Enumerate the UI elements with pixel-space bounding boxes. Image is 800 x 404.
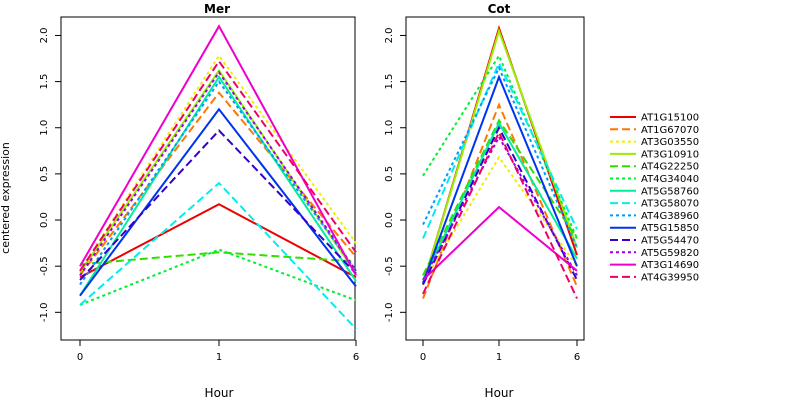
x-tick-label: 0 (420, 352, 426, 363)
legend-item: AT5G15850 (610, 223, 699, 234)
y-axis-label: centered expression (0, 142, 12, 254)
legend-item: AT3G58070 (610, 199, 699, 210)
legend-item: AT1G67070 (610, 125, 699, 136)
legend-item: AT5G54470 (610, 236, 699, 247)
y-tick-label: 0.5 (39, 166, 50, 182)
panel-mer: Mer Hour 0 1 6 -1.0 -0.5 0.0 0.5 1.0 1.5 2.0 (39, 2, 359, 400)
y-tick-label: -0.5 (39, 256, 50, 276)
x-axis-label: Hour (205, 386, 234, 400)
series-line-at5g58760 (422, 120, 578, 281)
y-tick-label: 2.0 (39, 28, 50, 44)
y-tick-label: 1.0 (384, 120, 395, 136)
series-line-at5g59820 (79, 70, 357, 276)
legend-label: AT4G39950 (641, 272, 699, 283)
legend-item: AT1G15100 (610, 113, 699, 124)
series-line-at5g54470 (79, 129, 357, 281)
y-tick-label: -0.5 (384, 256, 395, 276)
legend-item: AT4G38960 (610, 211, 699, 222)
legend-label: AT4G34040 (641, 174, 699, 185)
panel-title: Cot (488, 2, 511, 16)
legend-label: AT3G58070 (641, 199, 699, 210)
legend-label: AT1G67070 (641, 125, 699, 136)
panel-title: Mer (204, 2, 230, 16)
series-line-at4g34040 (79, 248, 357, 306)
legend-label: AT5G54470 (641, 236, 699, 247)
y-tick-label: 1.5 (39, 74, 50, 90)
series-line-at3g58070 (79, 181, 357, 330)
y-tick-label: -1.0 (384, 303, 395, 323)
legend-label: AT1G15100 (641, 113, 699, 124)
y-tick-label: 1.5 (384, 74, 395, 90)
legend-label: AT5G59820 (641, 248, 699, 259)
y-tick-label: 0.5 (384, 166, 395, 182)
y-tick-label: 0.0 (384, 212, 395, 228)
y-tick-label: 0.0 (39, 212, 50, 228)
legend-label: AT5G58760 (641, 186, 699, 197)
series-line-at4g22250 (422, 118, 578, 276)
series-line-at4g38960 (79, 79, 357, 286)
series-line-at4g38960 (422, 65, 578, 249)
series-line-at3g58070 (422, 60, 578, 239)
x-tick-label: 0 (77, 352, 83, 363)
legend-item: AT4G39950 (610, 272, 699, 283)
panel-cot: Cot Hour 0 1 6 -1.0 -0.5 0.0 0.5 1.0 1.5 2.0 (384, 2, 585, 400)
series-line-at4g39950 (79, 59, 357, 272)
series-line-at1g15100 (79, 203, 357, 279)
series-line-at3g14690 (422, 205, 578, 281)
legend-item: AT4G34040 (610, 174, 699, 185)
legend-label: AT4G22250 (641, 162, 699, 173)
series-line-at5g58760 (79, 75, 357, 297)
series-line-at4g39950 (422, 130, 578, 299)
legend-label: AT5G15850 (641, 223, 699, 234)
plot-frame (60, 16, 356, 341)
series-line-at5g54470 (422, 125, 578, 286)
legend-item: AT3G14690 (610, 260, 699, 271)
x-tick-label: 1 (496, 352, 502, 363)
legend-item: AT5G59820 (610, 248, 699, 259)
y-tick-label: 1.0 (39, 120, 50, 136)
series-line-at3g14690 (79, 24, 357, 276)
series-line-at4g22250 (79, 251, 357, 266)
x-tick-label: 6 (574, 352, 580, 363)
series-line-at1g67070 (422, 102, 578, 299)
series-line-at5g15850 (422, 74, 578, 284)
legend-label: AT3G14690 (641, 260, 699, 271)
x-tick-label: 6 (353, 352, 359, 363)
plot-frame (405, 16, 585, 341)
legend-item: AT3G10910 (610, 149, 699, 160)
y-tick-label: -1.0 (39, 303, 50, 323)
legend-label: AT3G10910 (641, 149, 699, 160)
series-line-at1g67070 (79, 91, 357, 277)
legend-label: AT4G38960 (641, 211, 699, 222)
series-line-at3g10910 (79, 68, 357, 275)
x-axis-label: Hour (485, 386, 514, 400)
y-tick-label: 2.0 (384, 28, 395, 44)
series-line-at5g15850 (79, 107, 357, 297)
x-tick-label: 1 (216, 352, 222, 363)
legend-label: AT3G03550 (641, 137, 699, 148)
legend-item: AT4G22250 (610, 162, 699, 173)
legend-item: AT5G58760 (610, 186, 699, 197)
series-line-at3g03550 (79, 54, 357, 272)
legend-item: AT3G03550 (610, 137, 699, 148)
